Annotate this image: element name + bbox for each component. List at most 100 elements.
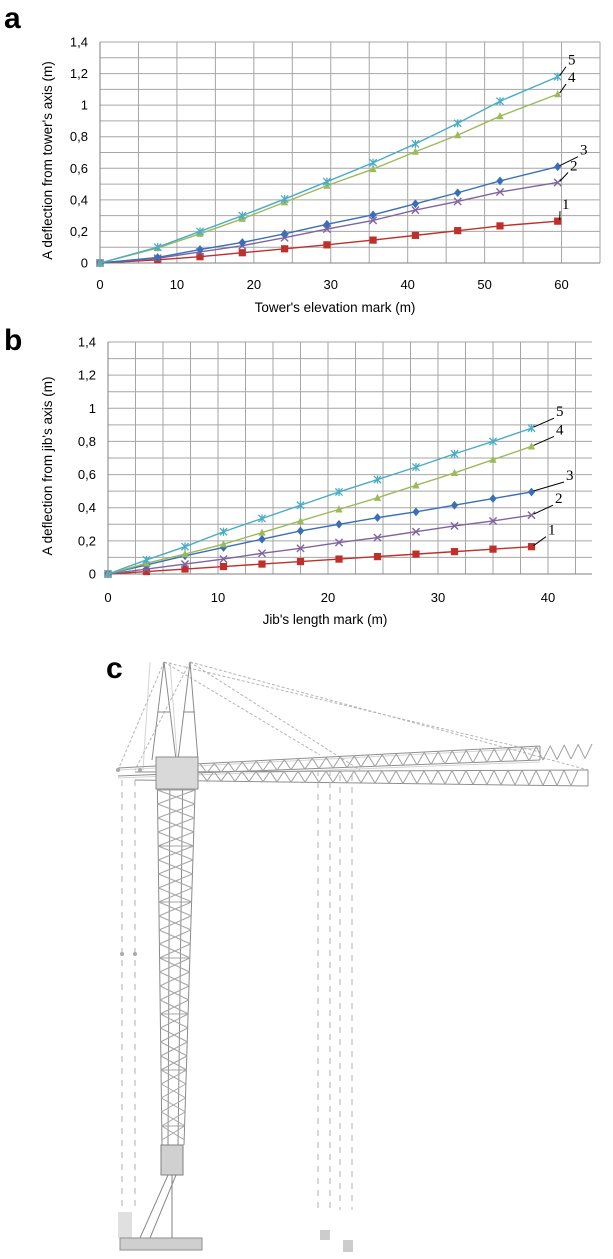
- curve-leader-line-4: [533, 435, 555, 446]
- data-point-series-2: [495, 187, 505, 197]
- data-point-series-1: [238, 249, 246, 257]
- data-point-series-4: [412, 481, 420, 489]
- data-point-series-3: [323, 219, 331, 229]
- data-point-series-4: [373, 493, 382, 501]
- data-point-series-5: [180, 542, 190, 551]
- data-point-series-2: [180, 559, 190, 569]
- y-tick-label: 1,4: [78, 335, 96, 350]
- data-point-series-1: [181, 565, 189, 573]
- data-point-series-1: [411, 231, 419, 239]
- curve-leader-line-2: [533, 504, 554, 515]
- data-point-series-5: [373, 475, 382, 484]
- curve-leader-line-5: [533, 417, 555, 428]
- x-tick-label: 40: [541, 590, 555, 605]
- data-point-series-4: [369, 164, 377, 173]
- panel-letter-a: a: [4, 2, 21, 35]
- chart-a-series: [95, 72, 562, 268]
- panel-letter-b: b: [4, 324, 22, 357]
- y-tick-label: 1: [89, 401, 96, 416]
- data-point-series-3: [412, 507, 420, 517]
- data-point-series-2: [296, 544, 305, 553]
- curve-leader-line-3: [533, 481, 565, 492]
- data-point-series-3: [554, 162, 562, 172]
- y-tick-label: 1,2: [78, 368, 96, 383]
- data-point-series-5: [95, 258, 105, 268]
- y-tick-label: 0,6: [70, 161, 88, 176]
- data-point-series-5: [334, 487, 344, 497]
- data-point-series-1: [369, 236, 377, 244]
- data-point-series-3: [369, 210, 377, 220]
- curve-label-5: 5: [556, 404, 564, 420]
- data-point-series-5: [411, 463, 421, 472]
- y-tick-label: 0,8: [70, 129, 88, 144]
- data-point-series-5: [238, 211, 247, 220]
- curve-leader-line-5: [559, 66, 567, 77]
- data-point-series-2: [450, 521, 459, 531]
- y-tick-label: 0: [81, 256, 88, 271]
- curve-leader-line-1: [533, 536, 547, 547]
- data-point-series-1: [219, 562, 228, 571]
- chart-a-grid: [99, 41, 601, 264]
- panel-letter-c: c: [106, 652, 123, 685]
- data-point-series-3: [489, 494, 497, 503]
- y-tick-label: 0: [89, 567, 96, 582]
- data-point-series-1: [489, 545, 497, 553]
- data-point-series-2: [322, 224, 332, 234]
- curve-label-3: 3: [580, 143, 588, 159]
- data-point-series-5: [450, 449, 459, 458]
- data-point-series-4: [219, 540, 228, 548]
- y-tick-label: 1,2: [70, 66, 88, 81]
- chart-a-curve-labels: 1 23 45: [559, 53, 588, 221]
- data-point-series-3: [296, 526, 305, 536]
- data-point-series-1: [527, 543, 536, 551]
- data-point-series-1: [142, 567, 151, 576]
- data-point-series-3: [238, 238, 246, 247]
- series-line-3: [107, 491, 532, 575]
- data-point-series-5: [553, 72, 562, 81]
- data-point-series-5: [296, 501, 305, 510]
- data-point-series-1: [373, 553, 382, 561]
- data-point-series-3: [450, 500, 459, 510]
- data-point-series-5: [257, 514, 267, 523]
- data-point-series-5: [369, 158, 378, 167]
- x-tick-label: 0: [104, 590, 111, 605]
- data-point-series-1: [412, 550, 420, 558]
- data-point-series-5: [153, 243, 162, 252]
- x-tick-label: 40: [400, 277, 414, 292]
- curve-label-5: 5: [568, 53, 576, 69]
- data-point-series-2: [411, 206, 420, 215]
- x-tick-label: 50: [477, 277, 491, 292]
- data-point-series-5: [280, 194, 289, 204]
- x-tick-label: 0: [96, 277, 103, 292]
- data-point-series-5: [453, 119, 462, 128]
- data-point-series-2: [488, 516, 498, 526]
- chart-a-ticks: 0 10 20 30 40 50 60 0 0,2 0,4 0,6 0,8 1 1,2 1,4: [70, 35, 569, 293]
- series-line-4: [107, 445, 532, 575]
- data-point-series-1: [496, 222, 504, 230]
- data-point-series-2: [219, 554, 228, 564]
- data-point-series-2: [453, 197, 462, 206]
- data-point-series-3: [258, 534, 266, 544]
- x-tick-label: 30: [431, 590, 445, 605]
- curve-leader-line-2: [559, 172, 569, 182]
- data-point-series-4: [450, 468, 459, 477]
- y-tick-label: 0,4: [70, 192, 88, 207]
- series-line-4: [99, 93, 558, 264]
- curve-label-4: 4: [568, 70, 576, 86]
- y-tick-label: 1,4: [70, 35, 88, 50]
- y-tick-label: 0,2: [78, 533, 96, 548]
- x-tick-label: 30: [324, 277, 338, 292]
- curve-label-1: 1: [548, 523, 556, 539]
- data-point-series-5: [411, 139, 420, 148]
- data-point-series-4: [554, 89, 562, 98]
- chart-b-y-axis-title: A deflection from jib's axis (m): [40, 377, 55, 556]
- y-tick-label: 1: [81, 98, 88, 113]
- data-point-series-5: [103, 569, 113, 579]
- y-tick-label: 0,6: [78, 467, 96, 482]
- data-point-series-5: [142, 555, 151, 565]
- data-point-series-3: [281, 229, 289, 239]
- chart-b-series: [103, 424, 536, 579]
